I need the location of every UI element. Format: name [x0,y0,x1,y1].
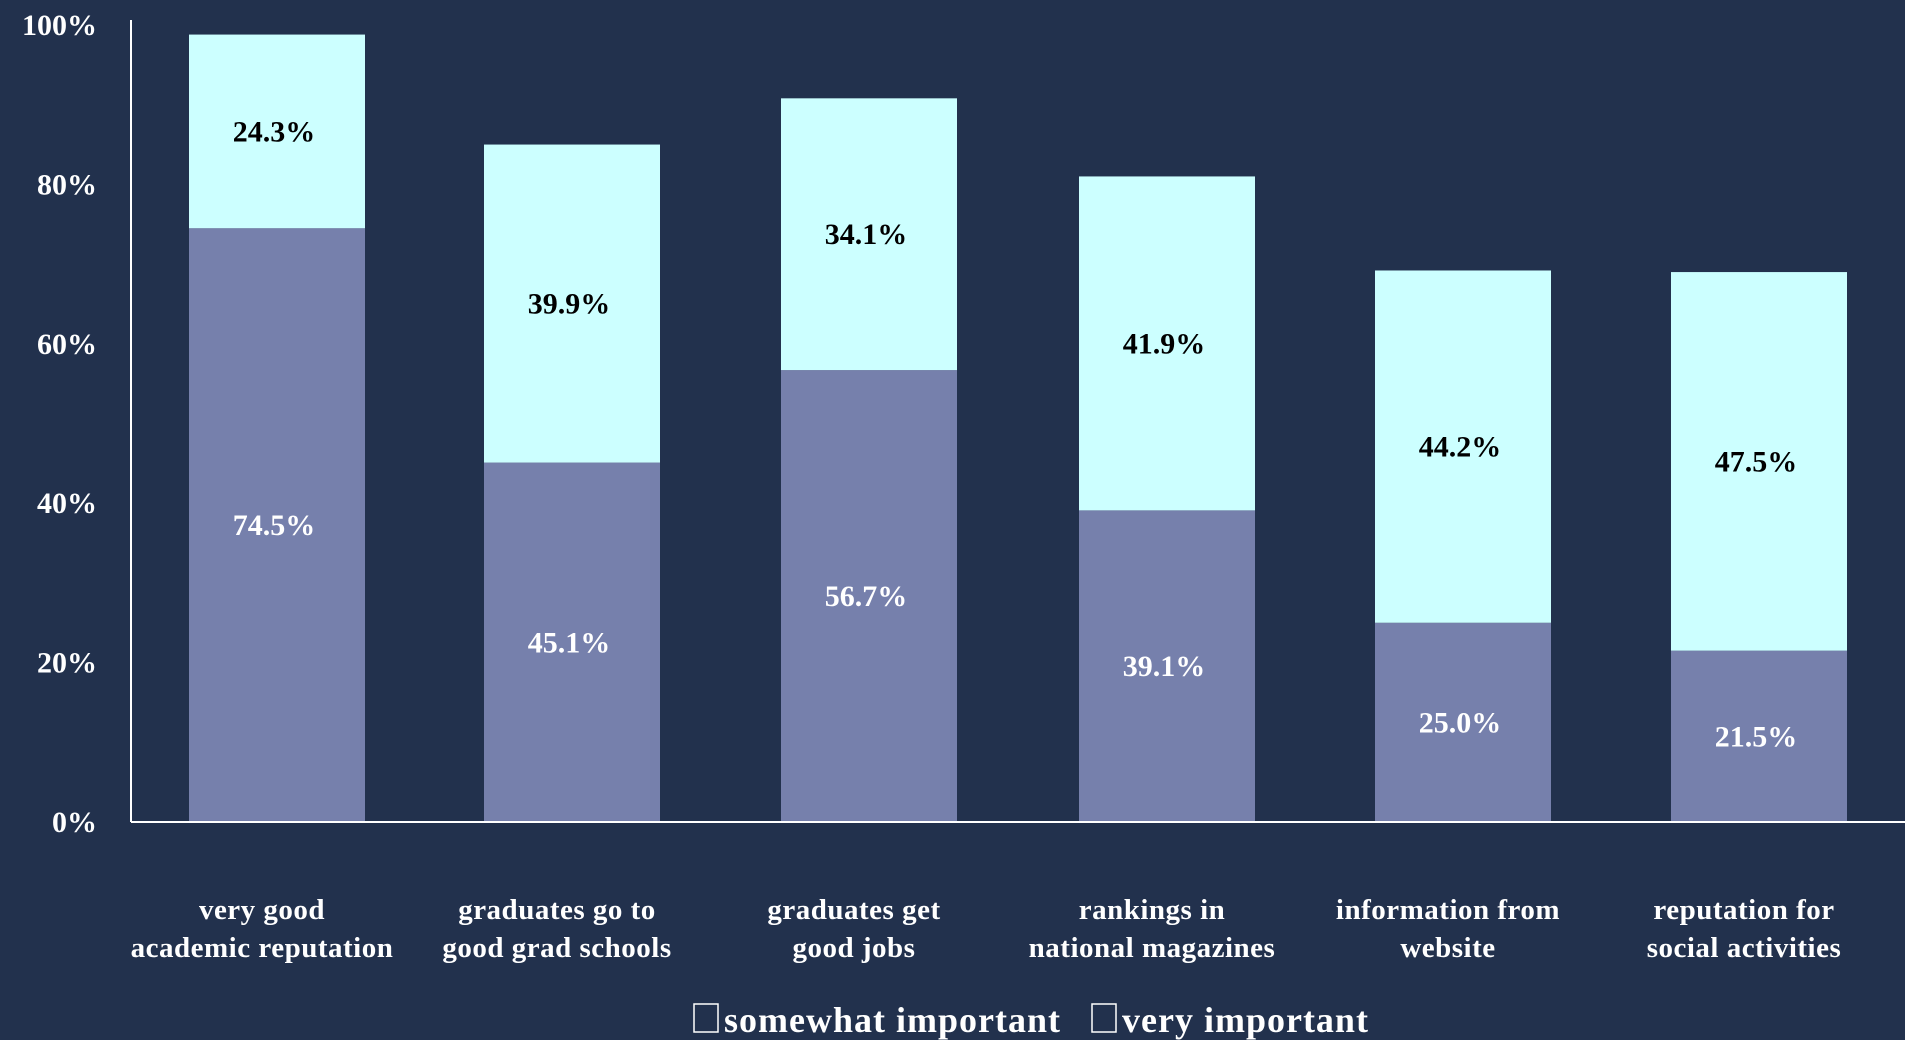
data-label: 41.9% [1123,327,1206,360]
x-category-label: good jobs [793,932,916,964]
y-tick-label: 20% [37,647,97,680]
data-labels-layer: 74.5% 24.3% 45.1% 39.9% 56.7% 34.1% 39.1% 41.9%… [233,115,1798,753]
x-category-label: reputation for [1653,894,1834,926]
data-label: 45.1% [528,626,611,659]
y-tick-label: 60% [37,328,97,361]
x-category-label: very good [199,894,325,926]
bar-segment-somewhat-important [189,34,365,229]
data-label: 21.5% [1715,720,1798,753]
bar-segment-somewhat-important [484,144,660,463]
y-tick-label: 80% [37,168,97,201]
x-category-label: graduates go to [458,894,656,926]
x-category-label: good grad schools [442,932,671,964]
bar-segment-very-important [1671,650,1847,822]
bars-layer [189,34,1847,823]
bar-segment-somewhat-important [781,98,957,371]
bar-segment-very-important [484,462,660,822]
bar-segment-very-important [781,370,957,822]
bar-segment-very-important [1079,510,1255,822]
x-category-label: national magazines [1029,932,1276,964]
bar-segment-very-important [1375,622,1551,822]
bar-segment-somewhat-important [1671,272,1847,651]
y-tick-label: 100% [22,9,97,42]
data-label: 44.2% [1419,431,1502,464]
legend-label: very important [1122,1000,1369,1040]
data-label: 56.7% [825,580,908,613]
x-category-label: website [1400,932,1495,964]
x-category-label: academic reputation [131,932,394,964]
x-axis-category-labels: very good academic reputation graduates go… [131,894,1842,964]
x-category-label: social activities [1647,932,1842,964]
legend-label: somewhat important [724,1000,1061,1040]
x-category-label: rankings in [1079,894,1226,926]
data-label: 74.5% [233,509,316,542]
data-label: 39.1% [1123,650,1206,683]
bar-segment-somewhat-important [1079,176,1255,511]
data-label: 24.3% [233,115,316,148]
legend-swatch [693,1003,719,1033]
legend-swatch [1091,1003,1117,1033]
y-tick-label: 40% [37,487,97,520]
data-label: 34.1% [825,218,908,251]
x-category-label: information from [1336,894,1560,926]
data-label: 47.5% [1715,445,1798,478]
y-tick-label: 0% [52,806,97,839]
data-label: 39.9% [528,288,611,321]
bar-segment-somewhat-important [1375,270,1551,623]
legend: somewhat important very important [693,1000,1369,1040]
x-category-label: graduates get [767,894,940,926]
bar-segment-very-important [189,228,365,823]
data-label: 25.0% [1419,706,1502,739]
y-axis-ticks: 0% 20% 40% 60% 80% 100% [22,9,97,839]
